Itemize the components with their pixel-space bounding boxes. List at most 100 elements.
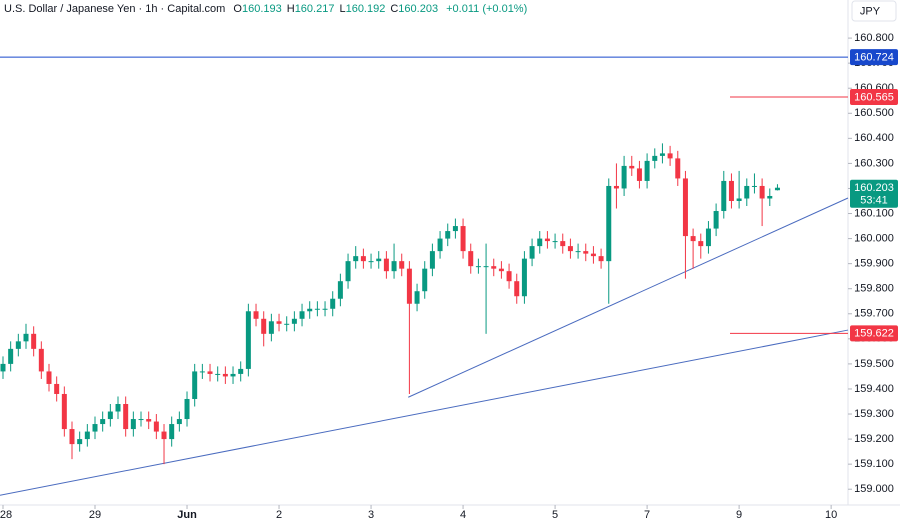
ohlc-value: 160.203 — [398, 3, 439, 15]
currency-label: JPY — [860, 5, 881, 17]
candle-body — [422, 268, 428, 292]
candle-body — [659, 153, 665, 156]
y-tick-label: 160.100 — [854, 207, 894, 219]
ohlc-value: 160.217 — [294, 3, 335, 15]
candle-body — [690, 236, 696, 242]
candle-body — [115, 404, 121, 412]
candle-body — [713, 211, 719, 229]
candle-body — [268, 321, 274, 334]
x-tick-label: 9 — [736, 509, 742, 521]
level-label-box — [850, 88, 898, 105]
candle-body — [100, 419, 106, 425]
candle-body — [46, 371, 52, 384]
candle-body — [606, 185, 612, 262]
candle-body — [744, 185, 750, 199]
candle-body — [38, 348, 44, 372]
candle-body — [682, 178, 688, 237]
candle-body — [107, 411, 113, 420]
candle-body — [284, 323, 290, 325]
candle-body — [299, 311, 305, 319]
ohlc-prefix: L — [339, 3, 346, 15]
candle-body — [169, 424, 175, 440]
candle-body — [192, 371, 198, 399]
candle-body — [759, 185, 765, 199]
candle-body — [31, 333, 37, 349]
candle-body — [123, 404, 129, 430]
candle-body — [176, 419, 182, 425]
candle-body — [261, 318, 267, 334]
candle-body — [360, 256, 366, 262]
trendline — [0, 329, 849, 496]
candle-body — [161, 431, 167, 440]
candle-body — [491, 266, 497, 269]
y-tick-label: 159.200 — [854, 433, 894, 445]
x-tick-label: 10 — [825, 509, 837, 521]
x-tick-label: 28 — [0, 509, 12, 521]
candle-body — [406, 268, 412, 304]
candle-body — [644, 160, 650, 181]
candle-body — [537, 238, 543, 247]
y-tick-label: 159.400 — [854, 383, 894, 395]
candle-body — [130, 419, 136, 430]
candle-body — [414, 291, 420, 304]
x-tick-label: 3 — [368, 509, 374, 521]
y-tick-label: 159.900 — [854, 258, 894, 270]
candle-body — [475, 266, 481, 268]
candle-body — [460, 226, 466, 252]
candle-body — [445, 231, 451, 239]
y-tick-label: 159.300 — [854, 408, 894, 420]
candle-body — [468, 251, 474, 267]
level-label-box — [850, 49, 898, 66]
candle-body — [544, 238, 550, 242]
countdown-label: 53:41 — [860, 195, 888, 207]
candle-body — [322, 308, 328, 310]
candle-body — [636, 168, 642, 181]
candle-body — [613, 185, 619, 189]
ohlc-prefix: C — [390, 3, 399, 15]
candle-body — [245, 311, 251, 369]
candle-body — [705, 228, 711, 247]
candle-body — [291, 318, 297, 324]
y-tick-label: 160.400 — [854, 132, 894, 144]
candle-body — [575, 251, 581, 253]
candle-body — [598, 256, 604, 262]
x-tick-label: 29 — [89, 509, 101, 521]
symbol-header: U.S. Dollar / Japanese Yen · 1h · Capita… — [4, 3, 527, 15]
candle-body — [238, 368, 244, 374]
candle-body — [0, 363, 6, 372]
candle-body — [314, 308, 320, 310]
candle-body — [77, 439, 83, 445]
candle-body — [583, 251, 589, 254]
candle-body — [391, 261, 397, 272]
candle-body — [92, 424, 98, 432]
candle-body — [514, 281, 520, 297]
candle-body — [330, 298, 336, 309]
y-tick-label: 160.500 — [854, 107, 894, 119]
candle-body — [138, 419, 144, 421]
candle-body — [376, 258, 382, 262]
candle-body — [307, 308, 313, 312]
candle-body — [146, 419, 152, 422]
last-price-label: 160.203 — [854, 182, 894, 194]
candle-body — [560, 241, 566, 247]
candle-body — [552, 241, 558, 243]
trendline — [408, 197, 849, 398]
level-label-box — [850, 325, 898, 342]
x-tick-label: 2 — [276, 509, 282, 521]
candle-body — [774, 187, 780, 191]
candle-body — [621, 165, 627, 189]
ohlc-value: 160.192 — [345, 3, 386, 15]
candle-body — [751, 185, 757, 187]
candle-body — [337, 281, 343, 299]
candle-body — [429, 251, 435, 269]
candle-body — [452, 226, 458, 232]
x-tick-label: 7 — [644, 509, 650, 521]
y-tick-label: 160.300 — [854, 157, 894, 169]
candle-body — [345, 261, 351, 282]
candle-body — [667, 153, 673, 159]
symbol-title: U.S. Dollar / Japanese Yen · 1h · Capita… — [4, 3, 226, 15]
y-tick-label: 159.100 — [854, 458, 894, 470]
y-tick-label: 159.800 — [854, 283, 894, 295]
candle-body — [767, 195, 773, 199]
